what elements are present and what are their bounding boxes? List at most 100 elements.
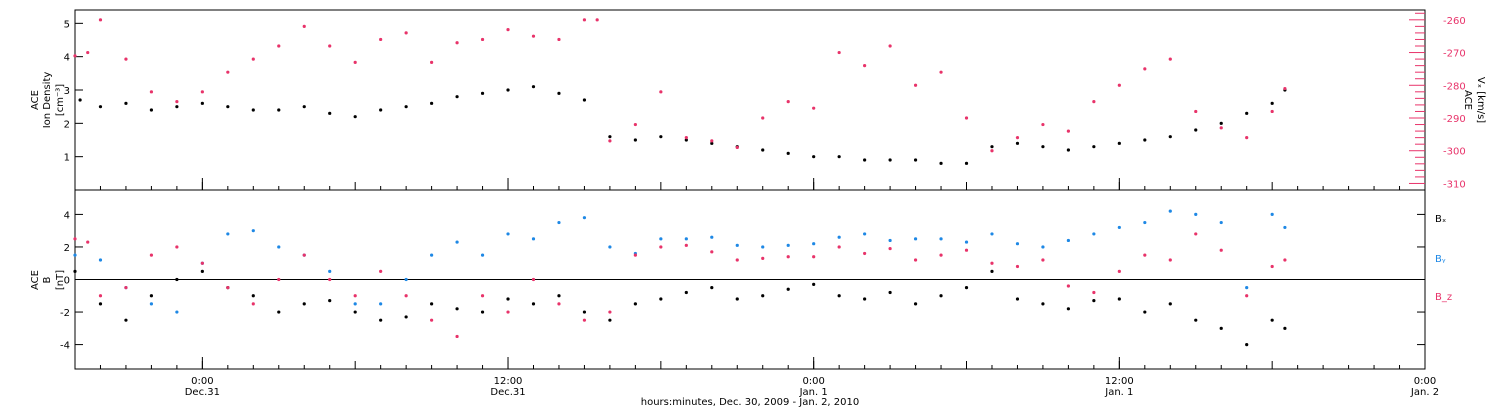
ion-density-point: [277, 108, 281, 112]
b-x-point: [404, 315, 408, 319]
ion-density-point: [1041, 145, 1045, 149]
vx-point: [379, 37, 383, 42]
b-x-point: [710, 286, 714, 290]
b-z-point: [761, 256, 765, 260]
x-tick-time-label: 0:00: [802, 376, 824, 387]
vx-point: [1194, 109, 1198, 114]
x-tick-day-label: Jan. 2: [1410, 387, 1439, 398]
b-z-point: [1245, 294, 1249, 298]
top-plot-frame: [74, 9, 1426, 191]
vx-point: [455, 41, 459, 45]
ion-density-point: [1219, 121, 1223, 125]
b-z-point: [98, 294, 103, 298]
ion-density-point: [1270, 101, 1274, 105]
ion-density-point: [78, 98, 82, 102]
b-x-point: [455, 307, 459, 311]
vx-point: [1245, 136, 1249, 140]
b-x-point: [531, 302, 536, 306]
vx-point: [913, 83, 918, 87]
b-z-point: [404, 294, 408, 298]
b-y-point: [761, 245, 765, 249]
ion-density-point: [1117, 141, 1121, 145]
vx-point: [86, 50, 90, 55]
b-x-point: [1041, 302, 1045, 306]
b-x-point: [812, 282, 816, 286]
b-z-point: [200, 261, 204, 265]
b-y-point: [939, 237, 943, 241]
ion-density-point: [430, 101, 434, 105]
b-z-point: [786, 255, 790, 259]
b-x-point: [990, 269, 994, 273]
b-y-point: [786, 243, 790, 247]
vx-point: [608, 139, 612, 143]
b-x-point: [1168, 302, 1172, 306]
vx-point: [430, 60, 434, 64]
b-y-point: [404, 277, 408, 282]
b-y-point: [659, 237, 663, 241]
ion-density-point: [226, 105, 230, 109]
b-z-point: [913, 258, 918, 262]
top-ylabel-line1: ACE: [30, 90, 41, 110]
b-x-point: [149, 294, 154, 298]
b-y-point: [837, 235, 841, 239]
bottom-y-tick-label: -2: [60, 308, 70, 319]
x-axis-title: hours:minutes, Dec. 30, 2009 - Jan. 2, 2…: [641, 397, 859, 408]
vx-point: [124, 57, 128, 61]
bottom-ylabel-line3: [nT]: [55, 270, 66, 290]
b-y-point: [608, 245, 612, 249]
ion-density-point: [200, 101, 204, 105]
ion-density-point: [1092, 145, 1096, 149]
b-z-point: [379, 269, 383, 273]
b-x-point: [863, 297, 867, 301]
b-x-point: [1143, 310, 1147, 314]
b-x-point: [761, 294, 765, 298]
b-z-point: [251, 302, 255, 306]
x-tick-day-label: Dec.31: [490, 387, 525, 398]
ion-density-point: [1143, 138, 1147, 142]
b-x-point: [837, 294, 841, 298]
bottom-y-tick-label: 0: [64, 276, 70, 287]
ion-density-point: [506, 88, 510, 92]
b-y-point: [480, 253, 485, 257]
vx-point: [302, 24, 306, 28]
ion-density-point: [557, 91, 561, 95]
ion-density-point: [837, 155, 841, 159]
b-y-point: [251, 229, 255, 233]
b-z-point: [302, 253, 306, 257]
b-z-point: [608, 310, 612, 314]
b-y-point: [328, 269, 332, 273]
x-tick-time-label: 0:00: [191, 376, 213, 387]
ion-density-point: [1245, 111, 1249, 115]
b-y-point: [582, 216, 587, 220]
vx-point: [837, 50, 841, 55]
ion-density-point: [353, 115, 357, 119]
vx-point: [761, 116, 765, 120]
b-z-point: [659, 245, 663, 249]
b-y-point: [1219, 220, 1223, 225]
b-x-point: [1194, 318, 1198, 322]
ion-density-point: [964, 161, 969, 165]
b-z-point: [1219, 248, 1223, 252]
vx-point: [1219, 126, 1223, 130]
b-x-point: [200, 269, 204, 273]
b-x-point: [73, 269, 77, 273]
b-z-point: [1194, 232, 1198, 236]
ion-density-point: [1066, 148, 1070, 152]
ion-density-point: [1015, 141, 1020, 145]
b-z-point: [1270, 264, 1274, 269]
b-y-point: [531, 237, 536, 241]
b-x-point: [353, 310, 357, 314]
b-x-point: [1092, 299, 1096, 303]
b-x-point: [888, 290, 892, 295]
bottom-y-tick-label: -4: [60, 341, 70, 352]
ion-density-point: [608, 135, 612, 139]
b-x-point: [1066, 307, 1070, 311]
legend-bz: B_z: [1435, 292, 1452, 303]
b-y-point: [149, 302, 154, 306]
b-x-point: [506, 297, 510, 301]
b-y-point: [1092, 232, 1096, 236]
top-right-y-tick-label: -270: [1443, 49, 1466, 60]
top-left-y-tick-label: 1: [64, 153, 70, 164]
b-x-point: [1245, 342, 1249, 347]
bottom-y-tick-label: 2: [64, 243, 70, 254]
